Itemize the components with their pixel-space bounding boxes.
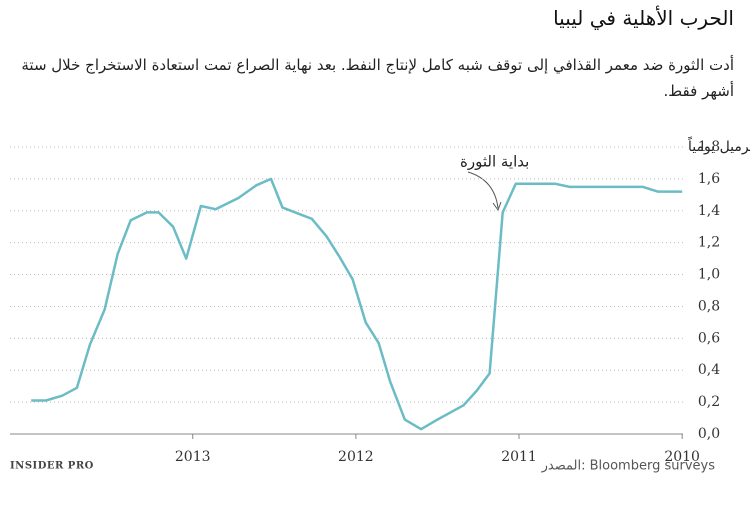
x-tick-label: 2010 (664, 449, 700, 465)
x-tick-label: 2011 (501, 449, 537, 465)
y-tick-label: 0,4 (698, 362, 720, 378)
y-tick-label: 1,0 (698, 267, 720, 283)
annotation-arrowhead (492, 201, 502, 212)
x-tick-label: 2012 (338, 449, 374, 465)
x-tick-label: 2013 (175, 449, 211, 465)
annotation-arrow (467, 171, 499, 209)
chart-subtitle: أدت الثورة ضد معمر القذافي إلى توقف شبه … (21, 56, 734, 100)
chart-title: الحرب الأهلية في ليبيا (553, 6, 734, 30)
y-tick-label: 1,2 (698, 235, 720, 251)
y-tick-label: 0,0 (698, 426, 720, 442)
source: المصدر: Bloomberg surveys (541, 459, 716, 474)
y-tick-label: 1,6 (698, 171, 720, 187)
y-axis-unit: مليون برميل يومياً (687, 136, 750, 155)
y-tick-label: 0,8 (698, 298, 720, 314)
y-tick-label: 1,8 (698, 139, 720, 155)
y-tick-label: 0,6 (698, 330, 720, 346)
logo: INSIDER PRO (10, 461, 94, 472)
y-tick-label: 0,2 (698, 394, 720, 410)
annotation: بداية الثورة (460, 153, 529, 171)
data-line (31, 177, 683, 431)
y-tick-label: 1,4 (698, 203, 720, 219)
